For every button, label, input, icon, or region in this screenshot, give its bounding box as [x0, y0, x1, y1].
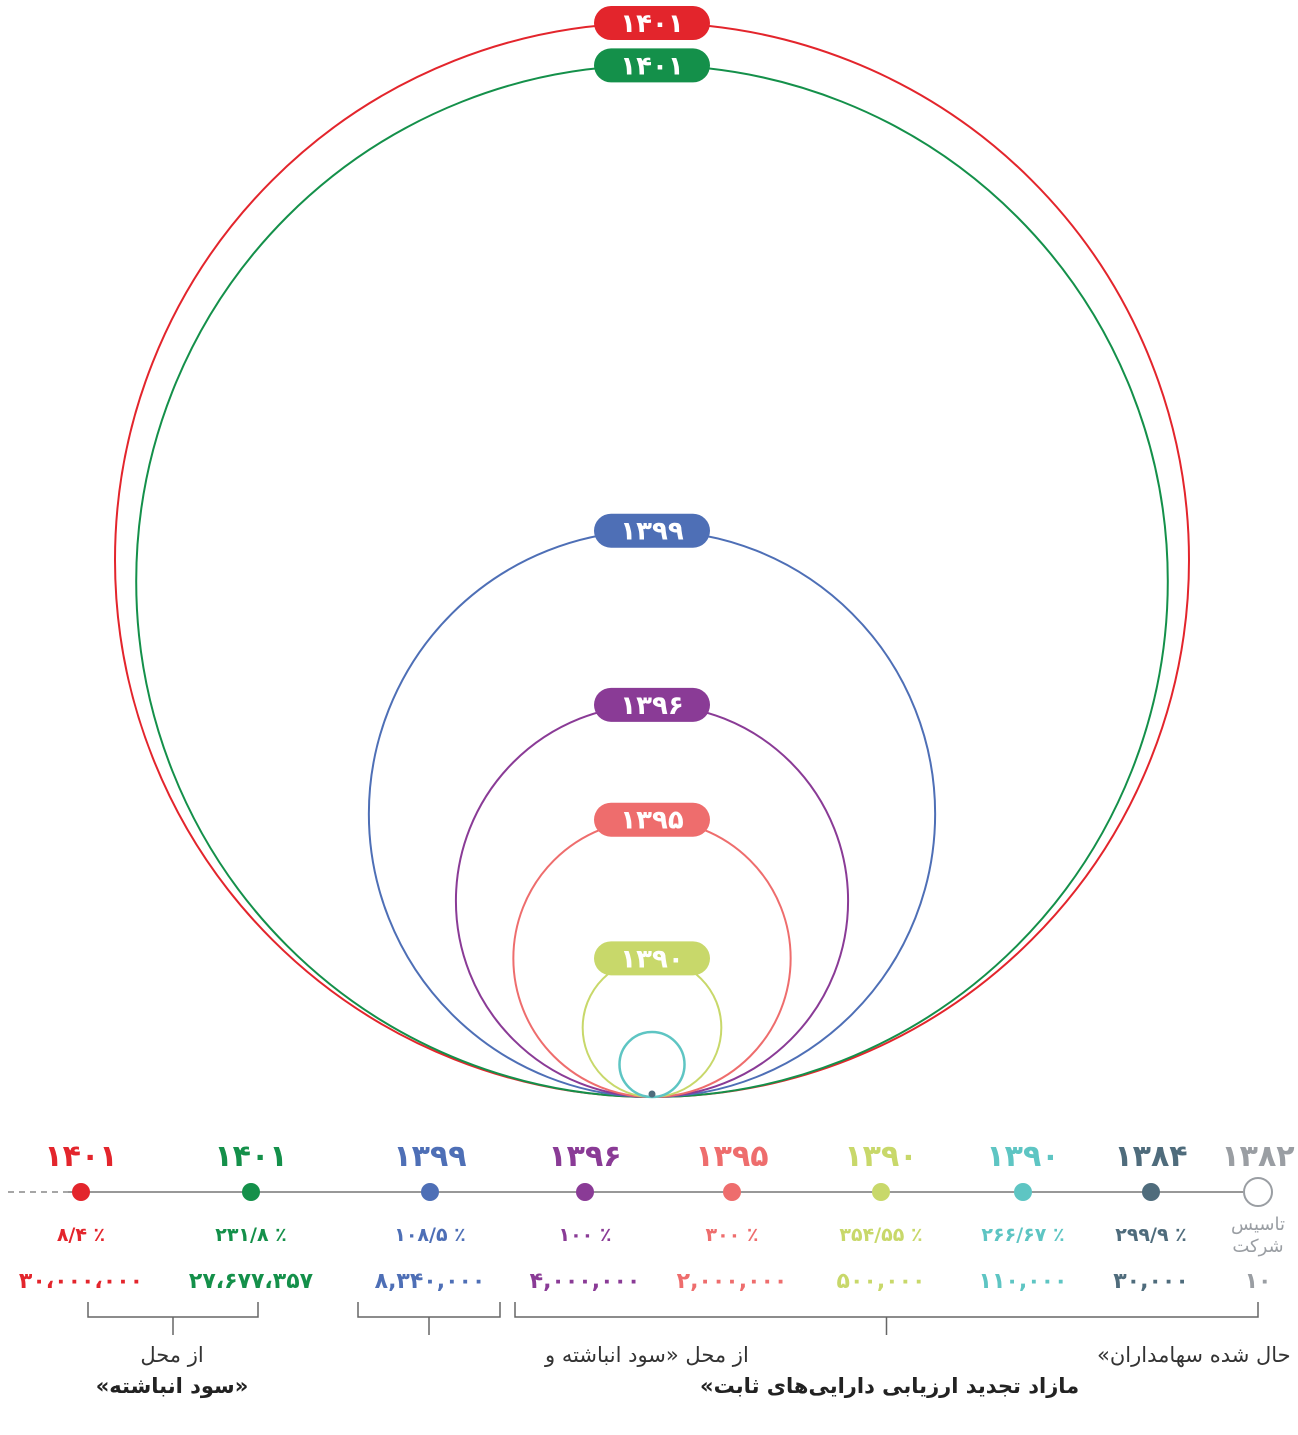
timeline-dot-4 — [723, 1183, 741, 1201]
nested-circles — [114, 22, 1190, 1099]
year-pill-label-2: ۱۳۹۵ — [620, 806, 684, 836]
source-brackets: از محل «سود انباشته» از محل «سود انباشته و… — [87, 1302, 1298, 1398]
timeline-dot-0 — [72, 1183, 90, 1201]
source-2-line: از محل «مطالبات حال شده سهامداران» — [1097, 1343, 1298, 1367]
timeline-year-0: ۱۴۰۱ — [44, 1139, 117, 1174]
timeline-capital-2: ۸,۳۴۰,۰۰۰ — [375, 1269, 486, 1294]
timeline-year-5: ۱۳۹۰ — [844, 1139, 917, 1174]
year-pill-5 — [594, 48, 710, 83]
circle-1384-dot — [648, 1090, 656, 1098]
timeline-dot-7 — [1142, 1183, 1160, 1201]
timeline-year-3: ۱۳۹۶ — [548, 1139, 621, 1174]
timeline: ۱۴۰۱ ۸/۴ ٪ ۳۰،۰۰۰،۰۰۰ ۱۴۰۱ ۲۳۱/۸ ٪ ۲۷،۶۷۷،۳۵۷… — [8, 1139, 1295, 1294]
year-pill-3 — [594, 687, 710, 722]
timeline-pct-1: ۲۳۱/۸ ٪ — [215, 1224, 287, 1246]
founding-year: ۱۳۸۲ — [1221, 1139, 1294, 1174]
source-1-line2: مازاد تجدید ارزیابی دارایی‌های ثابت» — [700, 1374, 1079, 1398]
timeline-year-1: ۱۴۰۱ — [214, 1139, 287, 1174]
circle-year-labels: ۱۴۰۱ ۱۴۰۱ ۱۳۹۹ ۱۳۹۶ ۱۳۹۵ ۱۳۹۰ — [594, 6, 710, 976]
timeline-capital-3: ۴,۰۰۰,۰۰۰ — [530, 1269, 641, 1294]
year-pill-label-3: ۱۳۹۶ — [620, 691, 683, 721]
timeline-year-2: ۱۳۹۹ — [393, 1139, 466, 1174]
founding-dot — [1243, 1177, 1273, 1207]
timeline-year-7: ۱۳۸۴ — [1114, 1139, 1187, 1174]
founding-capital: ۱۰ — [1245, 1269, 1272, 1294]
source-0-bold: «سود انباشته» — [96, 1374, 249, 1398]
timeline-pct-3: ۱۰۰ ٪ — [558, 1224, 611, 1246]
year-pill-label-6: ۱۴۰۱ — [620, 9, 683, 39]
timeline-capital-1: ۲۷،۶۷۷،۳۵۷ — [189, 1269, 314, 1294]
timeline-dot-3 — [576, 1183, 594, 1201]
timeline-pct-6: ۲۶۶/۶۷ ٪ — [981, 1224, 1064, 1246]
timeline-pct-0: ۸/۴ ٪ — [57, 1224, 105, 1246]
timeline-capital-6: ۱۱۰,۰۰۰ — [979, 1269, 1068, 1294]
timeline-year-4: ۱۳۹۵ — [695, 1139, 768, 1174]
year-pill-2 — [594, 802, 710, 837]
timeline-capital-5: ۵۰۰,۰۰۰ — [837, 1269, 926, 1294]
year-pill-4 — [594, 513, 710, 548]
timeline-dot-2 — [421, 1183, 439, 1201]
year-pill-6 — [594, 6, 710, 40]
bracket-0 — [87, 1302, 259, 1335]
circle-3 — [454, 703, 850, 1099]
timeline-dot-1 — [242, 1183, 260, 1201]
founding-label-2: شرکت — [1232, 1236, 1283, 1257]
year-pill-1 — [594, 941, 710, 976]
circle-0 — [618, 1030, 686, 1099]
year-pill-label-5: ۱۴۰۱ — [620, 51, 683, 81]
circle-1 — [581, 957, 723, 1098]
timeline-capital-4: ۲,۰۰۰,۰۰۰ — [677, 1269, 788, 1294]
source-0-prefix: از محل — [140, 1343, 203, 1367]
timeline-dot-5 — [872, 1183, 890, 1201]
founding-label-1: تاسیس — [1231, 1214, 1285, 1235]
timeline-year-6: ۱۳۹۰ — [986, 1139, 1059, 1174]
bracket-1 — [357, 1302, 501, 1335]
timeline-pct-4: ۳۰۰ ٪ — [705, 1224, 758, 1246]
timeline-capital-7: ۳۰,۰۰۰ — [1113, 1269, 1189, 1294]
year-pill-label-4: ۱۳۹۹ — [620, 517, 684, 547]
bracket-2 — [514, 1302, 1259, 1335]
timeline-pct-7: ۲۹۹/۹ ٪ — [1115, 1224, 1187, 1246]
timeline-capital-0: ۳۰،۰۰۰،۰۰۰ — [19, 1269, 143, 1294]
timeline-dot-6 — [1014, 1183, 1032, 1201]
timeline-pct-2: ۱۰۸/۵ ٪ — [394, 1224, 466, 1246]
year-pill-label-1: ۱۳۹۰ — [620, 944, 683, 974]
circle-6 — [114, 22, 1190, 1098]
timeline-pct-5: ۳۵۴/۵۵ ٪ — [839, 1224, 922, 1246]
source-1-line1: از محل «سود انباشته و — [544, 1343, 749, 1367]
